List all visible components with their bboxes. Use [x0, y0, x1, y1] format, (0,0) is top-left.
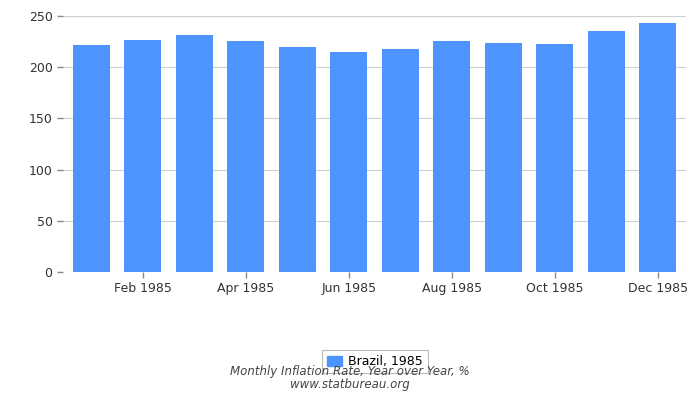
Bar: [536, 44, 573, 272]
Bar: [433, 40, 470, 272]
Bar: [639, 23, 676, 272]
Legend: Brazil, 1985: Brazil, 1985: [321, 350, 428, 373]
Bar: [125, 40, 161, 272]
Text: Monthly Inflation Rate, Year over Year, %: Monthly Inflation Rate, Year over Year, …: [230, 366, 470, 378]
Bar: [588, 31, 624, 272]
Bar: [228, 40, 265, 272]
Bar: [330, 52, 368, 272]
Bar: [382, 49, 419, 272]
Bar: [484, 43, 522, 272]
Bar: [279, 47, 316, 272]
Bar: [73, 45, 110, 272]
Text: www.statbureau.org: www.statbureau.org: [290, 378, 410, 391]
Bar: [176, 36, 213, 272]
